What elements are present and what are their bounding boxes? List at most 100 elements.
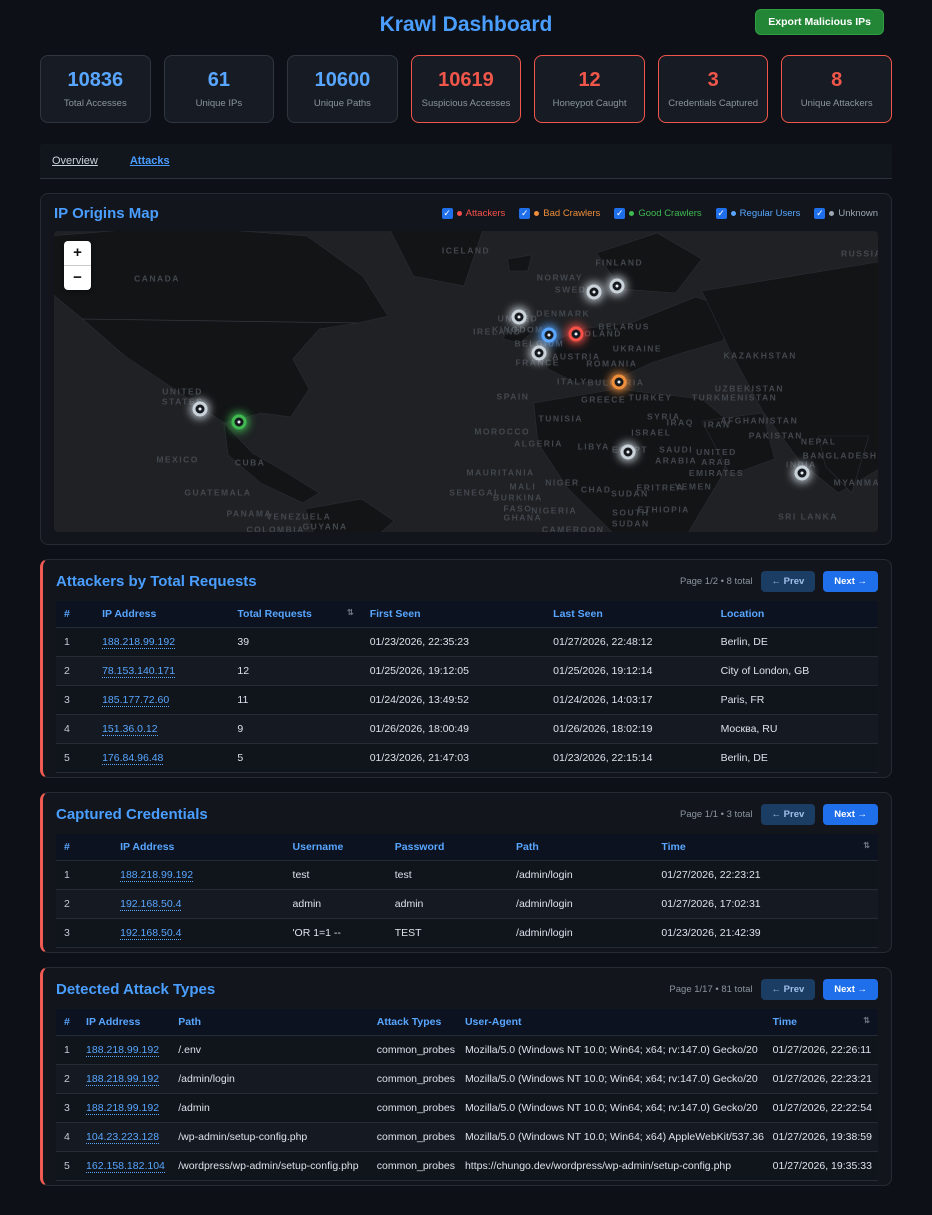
checkbox-checked-icon[interactable]: ✓ xyxy=(519,208,531,219)
column-header-first-seen[interactable]: First Seen xyxy=(369,608,421,620)
cell-time: 01/27/2026, 17:02:31 xyxy=(653,889,878,919)
column-header-time[interactable]: Time ⇅ xyxy=(661,841,870,853)
row-number: 4 xyxy=(56,1122,79,1152)
checkbox-checked-icon[interactable]: ✓ xyxy=(715,208,727,219)
next-page-button[interactable]: Next → xyxy=(823,979,878,1000)
ip-address-link[interactable]: 188.218.99.192 xyxy=(86,1073,160,1086)
column-header-path[interactable]: Path xyxy=(178,1016,202,1028)
ip-address-link[interactable]: 188.218.99.192 xyxy=(120,869,194,882)
prev-page-button[interactable]: ← Prev xyxy=(760,804,816,825)
legend-item-bad-crawlers[interactable]: ✓ Bad Crawlers xyxy=(519,208,600,219)
column-header-time[interactable]: Time ⇅ xyxy=(772,1016,870,1028)
map-marker-unknown[interactable] xyxy=(586,284,602,300)
sort-icon[interactable]: ⇅ xyxy=(863,1016,870,1025)
legend-item-attackers[interactable]: ✓ Attackers xyxy=(441,208,505,219)
ip-address-link[interactable]: 104.23.223.128 xyxy=(86,1131,160,1144)
legend-dot-icon xyxy=(629,211,635,216)
map-marker-unknown[interactable] xyxy=(794,465,810,481)
stat-value: 3 xyxy=(707,68,719,91)
ip-address-link[interactable]: 162.158.182.104 xyxy=(86,1160,165,1173)
map-marker-unknown[interactable] xyxy=(192,401,208,417)
zoom-in-button[interactable]: + xyxy=(64,241,91,266)
world-map[interactable]: + − CANADA UNITED STATES MEXICO CUBA GUATEMA… xyxy=(54,231,878,532)
checkbox-checked-icon[interactable]: ✓ xyxy=(614,208,626,219)
map-marker-good_crawler[interactable] xyxy=(231,414,247,430)
sort-icon[interactable]: ⇅ xyxy=(863,841,870,850)
stat-label: Unique Attackers xyxy=(800,97,873,109)
column-header-[interactable]: # xyxy=(64,841,70,853)
column-header-user-agent[interactable]: User-Agent xyxy=(464,1016,522,1028)
cell-ip-address: 188.218.99.192 xyxy=(94,627,230,657)
ip-address-link[interactable]: 188.218.99.192 xyxy=(86,1044,160,1057)
ip-address-link[interactable]: 185.177.72.60 xyxy=(102,694,170,707)
cell-ip-address: 188.218.99.192 xyxy=(112,860,285,890)
column-header-username[interactable]: Username xyxy=(292,841,344,853)
legend-item-unknown[interactable]: ✓ Unknown xyxy=(814,208,878,219)
checkbox-checked-icon[interactable]: ✓ xyxy=(441,208,453,219)
ip-address-link[interactable]: 176.84.96.48 xyxy=(102,752,164,765)
legend-item-good-crawlers[interactable]: ✓ Good Crawlers xyxy=(614,208,702,219)
cell-user-agent: Mozilla/5.0 (Windows NT 10.0; Win64; x64… xyxy=(456,1093,765,1123)
column-header-ip-address[interactable]: IP Address xyxy=(120,841,175,853)
column-header-location[interactable]: Location xyxy=(720,608,765,620)
cell-path: /admin/login xyxy=(508,860,654,890)
column-header-total-requests[interactable]: Total Requests ⇅ xyxy=(237,608,354,620)
stat-value: 10836 xyxy=(67,68,124,91)
legend-label: Bad Crawlers xyxy=(543,208,601,219)
page-indicator: Page 1/2 • 8 total xyxy=(679,576,753,587)
map-marker-regular_user[interactable] xyxy=(541,327,557,343)
cell-password: test xyxy=(386,860,509,890)
tab-overview[interactable]: Overview xyxy=(52,155,98,167)
prev-page-button[interactable]: ← Prev xyxy=(760,571,816,592)
table-row: 2 78.153.140.171 12 01/25/2026, 19:12:05 01/… xyxy=(56,656,878,686)
ip-address-link[interactable]: 192.168.50.4 xyxy=(120,927,182,940)
tab-attacks[interactable]: Attacks xyxy=(129,155,170,167)
column-header-[interactable]: # xyxy=(64,608,70,620)
table-row: 5 162.158.182.104/wordpress/wp-admin/setu… xyxy=(56,1151,878,1181)
map-marker-bad_crawler[interactable] xyxy=(611,374,627,390)
map-marker-unknown[interactable] xyxy=(511,309,527,325)
column-header-ip-address[interactable]: IP Address xyxy=(102,608,157,620)
legend-dot-icon xyxy=(730,211,736,216)
next-page-button[interactable]: Next → xyxy=(823,804,878,825)
column-header-attack-types[interactable]: Attack Types xyxy=(376,1016,442,1028)
legend-label: Good Crawlers xyxy=(638,208,702,219)
stat-label: Total Accesses xyxy=(63,97,127,109)
column-header-[interactable]: # xyxy=(64,1016,70,1028)
stat-label: Unique IPs xyxy=(195,97,243,109)
next-page-button[interactable]: Next → xyxy=(823,571,878,592)
cell-total-requests: 9 xyxy=(229,714,362,744)
stat-card-unique-attackers: 8 Unique Attackers xyxy=(781,55,892,123)
table-row: 1 188.218.99.192 test test/admin/login 01/27… xyxy=(56,860,878,890)
sort-icon[interactable]: ⇅ xyxy=(347,608,354,617)
cell-time: 01/27/2026, 19:38:59 xyxy=(764,1122,878,1152)
ip-address-link[interactable]: 78.153.140.171 xyxy=(102,665,176,678)
map-marker-unknown[interactable] xyxy=(620,444,636,460)
column-header-password[interactable]: Password xyxy=(394,841,445,853)
stat-value: 12 xyxy=(578,68,601,91)
legend-item-regular-users[interactable]: ✓ Regular Users xyxy=(715,208,800,219)
cell-ip-address: 188.218.99.192 xyxy=(78,1064,171,1094)
cell-last-seen: 01/25/2026, 19:12:14 xyxy=(545,656,713,686)
table-title: Attackers by Total Requests xyxy=(56,573,257,590)
prev-page-button[interactable]: ← Prev xyxy=(760,979,816,1000)
export-malicious-ips-button[interactable]: Export Malicious IPs xyxy=(755,9,884,35)
column-header-path[interactable]: Path xyxy=(516,841,539,853)
table-card-header: Detected Attack Types Page 1/17 • 81 tota… xyxy=(56,979,878,1000)
stat-card-total-accesses: 10836 Total Accesses xyxy=(40,55,151,123)
ip-address-link[interactable]: 188.218.99.192 xyxy=(86,1102,160,1115)
column-header-ip-address[interactable]: IP Address xyxy=(86,1016,141,1028)
cell-user-agent: Mozilla/5.0 (Windows NT 10.0; Win64; x64… xyxy=(456,1035,765,1065)
stat-label: Honeypot Caught xyxy=(552,97,627,109)
ip-address-link[interactable]: 188.218.99.192 xyxy=(102,636,176,649)
map-marker-unknown[interactable] xyxy=(609,278,625,294)
map-marker-attacker[interactable] xyxy=(568,326,584,342)
map-card-header: IP Origins Map ✓ Attackers ✓ Bad Crawlers ✓ G… xyxy=(54,205,878,222)
cell-first-seen: 01/24/2026, 13:49:52 xyxy=(361,685,546,715)
checkbox-checked-icon[interactable]: ✓ xyxy=(814,208,826,219)
ip-address-link[interactable]: 192.168.50.4 xyxy=(120,898,182,911)
zoom-out-button[interactable]: − xyxy=(73,269,82,286)
ip-address-link[interactable]: 151.36.0.12 xyxy=(102,723,158,736)
map-marker-unknown[interactable] xyxy=(531,345,546,361)
column-header-last-seen[interactable]: Last Seen xyxy=(553,608,603,620)
